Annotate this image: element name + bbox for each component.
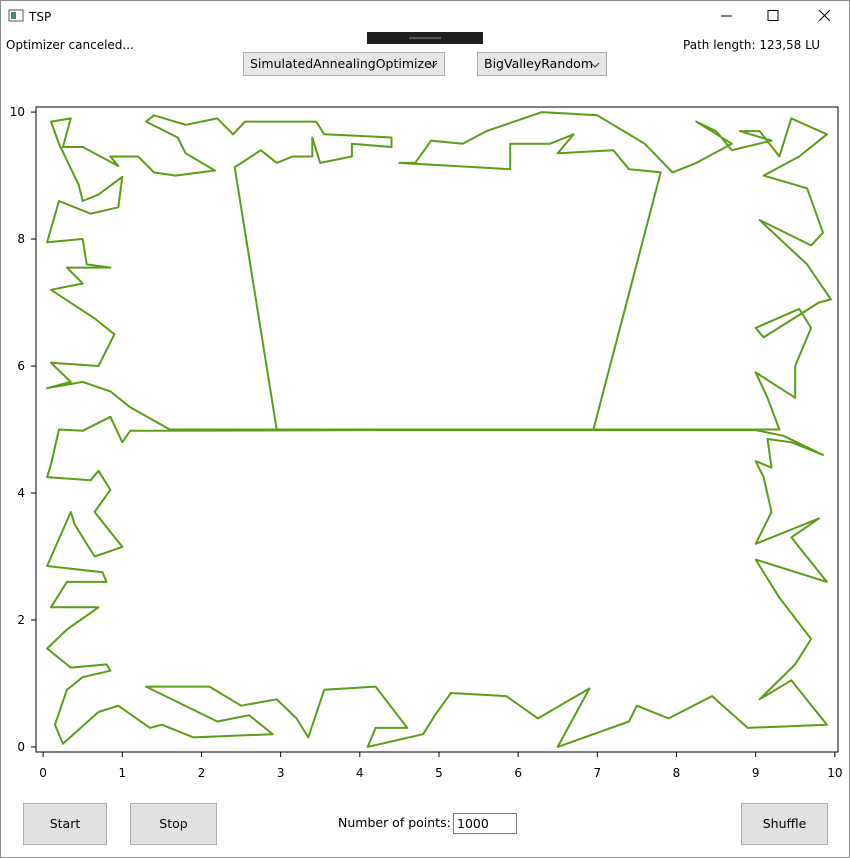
close-button[interactable] <box>818 9 831 22</box>
x-tick-label: 4 <box>356 766 364 780</box>
tour-chart: 0 1 2 3 4 5 6 7 8 9 10 0 2 4 6 8 10 <box>10 105 843 780</box>
status-text: Optimizer canceled... <box>6 38 134 52</box>
x-tick-label: 1 <box>118 766 126 780</box>
x-tick-label: 2 <box>198 766 206 780</box>
optimizer-dropdown[interactable]: SimulatedAnnealingOptimizer <box>243 52 445 76</box>
path-length: Path length: 123,58 LU <box>683 38 820 52</box>
points-input[interactable]: 1000 <box>453 813 517 834</box>
x-tick-label: 3 <box>277 766 285 780</box>
y-tick-label: 6 <box>17 359 25 373</box>
x-tick-label: 9 <box>752 766 760 780</box>
app-icon-inner <box>11 12 16 19</box>
x-tick-label: 6 <box>514 766 522 780</box>
optimizer-value: SimulatedAnnealingOptimizer <box>250 56 437 71</box>
start-button[interactable]: Start <box>23 803 107 845</box>
dropdown-arrow <box>590 62 600 68</box>
x-tick-label: 5 <box>435 766 443 780</box>
maximize-button[interactable] <box>767 10 779 21</box>
y-tick-label: 4 <box>17 486 25 500</box>
plot-frame <box>35 106 839 753</box>
points-label: Number of points: <box>338 815 451 830</box>
tour-path <box>46 111 832 748</box>
y-tick-label: 8 <box>17 232 25 246</box>
generator-value: BigValleyRandom <box>484 56 594 71</box>
x-tick-label: 10 <box>827 766 842 780</box>
title-bar: TSP <box>8 9 831 24</box>
x-tick-label: 8 <box>673 766 681 780</box>
stop-button[interactable]: Stop <box>130 803 217 845</box>
progress-bar <box>367 32 483 44</box>
x-tick-label: 0 <box>39 766 47 780</box>
y-tick-label: 10 <box>10 105 25 119</box>
generator-dropdown[interactable]: BigValleyRandom <box>477 52 607 76</box>
window-title: TSP <box>28 10 51 24</box>
x-tick-label: 7 <box>594 766 602 780</box>
shuffle-button[interactable]: Shuffle <box>741 803 828 845</box>
y-tick-label: 0 <box>17 740 25 754</box>
dropdown-arrow <box>428 62 438 68</box>
y-tick-label: 2 <box>17 613 25 627</box>
